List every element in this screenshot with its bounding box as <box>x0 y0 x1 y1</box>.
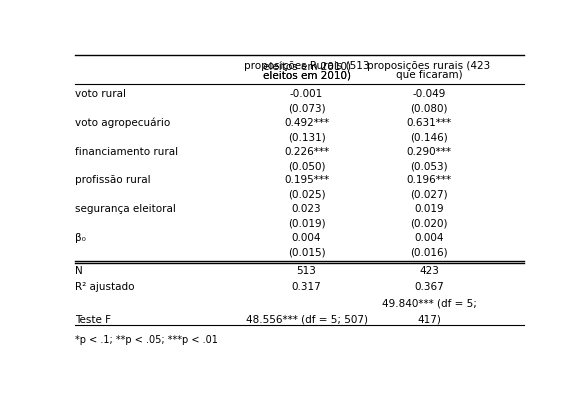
Text: segurança eleitoral: segurança eleitoral <box>75 204 176 214</box>
Text: 0.226***: 0.226*** <box>284 147 329 157</box>
Text: proposições Rurais (513: proposições Rurais (513 <box>244 61 369 71</box>
Text: R² ajustado: R² ajustado <box>75 282 135 292</box>
Text: 423: 423 <box>419 266 439 276</box>
Text: 0.004: 0.004 <box>414 233 444 243</box>
Text: 0.492***: 0.492*** <box>284 118 329 128</box>
Text: (0.131): (0.131) <box>288 132 325 142</box>
Text: (0.080): (0.080) <box>410 103 448 114</box>
Text: (0.025): (0.025) <box>288 190 325 200</box>
Text: Teste F: Teste F <box>75 315 111 325</box>
Text: 0.023: 0.023 <box>292 204 321 214</box>
Text: eleitos em 2010): eleitos em 2010) <box>263 70 350 81</box>
Text: -0.049: -0.049 <box>412 89 446 99</box>
Text: -0.001: -0.001 <box>290 89 324 99</box>
Text: (0.053): (0.053) <box>410 161 448 171</box>
Text: 0.004: 0.004 <box>292 233 321 243</box>
Text: 513: 513 <box>297 266 316 276</box>
Text: voto agropecuário: voto agropecuário <box>75 118 171 128</box>
Text: 48.556*** (df = 5; 507): 48.556*** (df = 5; 507) <box>246 315 367 325</box>
Text: β₀: β₀ <box>75 233 86 243</box>
Text: 49.840*** (df = 5;: 49.840*** (df = 5; <box>381 298 476 308</box>
Text: (0.027): (0.027) <box>410 190 448 200</box>
Text: *p < .1; **p < .05; ***p < .01: *p < .1; **p < .05; ***p < .01 <box>75 335 218 345</box>
Text: 0.367: 0.367 <box>414 282 444 292</box>
Text: 0.195***: 0.195*** <box>284 175 329 186</box>
Text: 0.019: 0.019 <box>414 204 444 214</box>
Text: (0.020): (0.020) <box>410 219 448 229</box>
Text: que ficaram): que ficaram) <box>395 70 462 81</box>
Text: voto rural: voto rural <box>75 89 126 99</box>
Text: (0.073): (0.073) <box>288 103 325 114</box>
Text: financiamento rural: financiamento rural <box>75 147 178 157</box>
Text: (0.016): (0.016) <box>410 247 448 258</box>
Text: N: N <box>75 266 83 276</box>
Text: (0.146): (0.146) <box>410 132 448 142</box>
Text: 417): 417) <box>417 315 441 325</box>
Text: 0.317: 0.317 <box>292 282 322 292</box>
Text: (0.019): (0.019) <box>288 219 325 229</box>
Text: 0.631***: 0.631*** <box>407 118 452 128</box>
Text: proposições rurais (423: proposições rurais (423 <box>367 61 491 71</box>
Text: profissão rural: profissão rural <box>75 175 151 186</box>
Text: eleitos em 2010): eleitos em 2010) <box>263 70 350 81</box>
Text: eleitos em 2010): eleitos em 2010) <box>263 61 350 71</box>
Text: 0.290***: 0.290*** <box>407 147 452 157</box>
Text: (0.050): (0.050) <box>288 161 325 171</box>
Text: (0.015): (0.015) <box>288 247 325 258</box>
Text: 0.196***: 0.196*** <box>407 175 452 186</box>
